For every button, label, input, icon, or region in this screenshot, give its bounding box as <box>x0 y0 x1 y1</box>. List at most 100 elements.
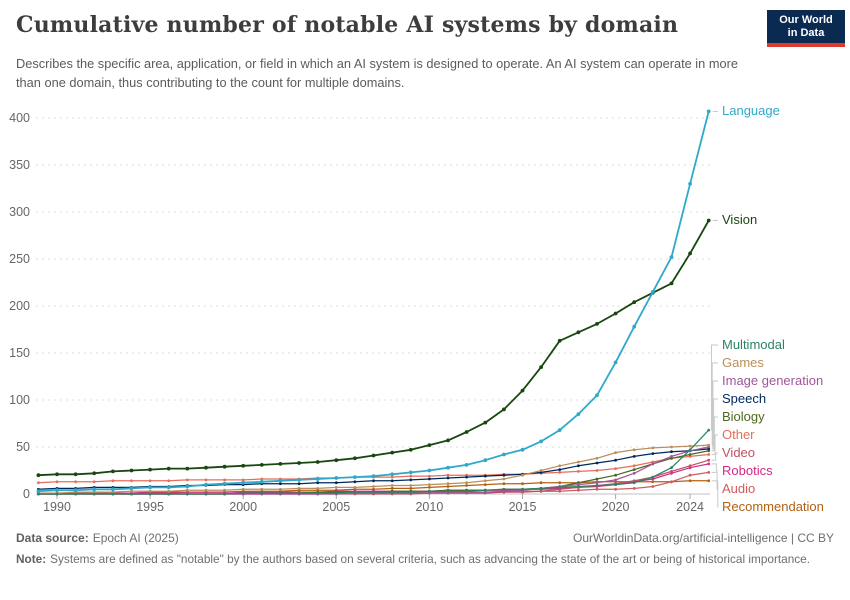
data-point-multimodal <box>37 492 40 496</box>
data-point-other <box>595 469 599 472</box>
data-point-other <box>204 478 208 482</box>
data-point-language <box>315 477 320 481</box>
data-point-vision <box>334 458 339 463</box>
data-point-vision <box>241 463 246 468</box>
data-point-image-generation <box>632 471 636 475</box>
x-tick-label-2015: 2015 <box>508 500 537 514</box>
data-point-games <box>260 487 264 491</box>
legend-item-robotics[interactable]: Robotics <box>722 463 773 478</box>
x-tick-label-2024: 2024 <box>676 500 704 514</box>
data-point-language <box>632 324 637 329</box>
data-point-vision <box>539 365 543 369</box>
data-point-robotics <box>707 462 711 466</box>
data-point-multimodal <box>204 492 208 496</box>
data-point-vision <box>185 466 190 471</box>
data-point-recommendation <box>446 485 450 488</box>
data-point-games <box>372 485 375 488</box>
data-point-audio <box>632 487 636 490</box>
legend-item-language[interactable]: Language <box>722 103 780 119</box>
data-point-biology <box>595 477 599 481</box>
legend-item-speech[interactable]: Speech <box>722 391 767 406</box>
data-point-vision <box>36 473 41 478</box>
data-point-language <box>427 468 432 473</box>
data-point-games <box>241 487 245 491</box>
x-tick-label-1990: 1990 <box>43 500 71 514</box>
series-line-language <box>38 111 710 493</box>
legend-connector-biology <box>711 416 718 452</box>
data-point-language <box>222 481 227 486</box>
data-point-language <box>408 470 413 475</box>
legend-connector-multimodal <box>711 344 718 431</box>
footer-note: Note: Systems are defined as "notable" by… <box>16 551 822 568</box>
data-point-language <box>111 487 115 492</box>
data-point-multimodal <box>428 489 431 493</box>
data-point-audio <box>651 485 655 488</box>
data-point-vision <box>446 438 450 443</box>
data-point-speech <box>428 477 431 481</box>
data-point-multimodal <box>670 466 673 470</box>
data-point-recommendation <box>483 483 487 486</box>
data-point-games <box>353 486 357 489</box>
data-point-games <box>148 489 152 493</box>
data-point-games <box>223 488 227 492</box>
footer-note-text: Systems are defined as "notable" by the … <box>50 552 811 566</box>
legend-item-other[interactable]: Other <box>722 427 755 442</box>
data-point-games <box>521 473 524 477</box>
data-point-multimodal <box>260 491 264 495</box>
data-point-biology <box>632 468 636 471</box>
legend-item-video[interactable]: Video <box>722 445 756 460</box>
data-point-games <box>707 443 711 447</box>
data-point-vision <box>427 443 432 447</box>
legend-item-audio[interactable]: Audio <box>722 481 756 496</box>
x-tick-label-2020: 2020 <box>601 500 630 514</box>
data-point-recommendation <box>707 479 711 483</box>
footer-citation-link[interactable]: OurWorldinData.org/artificial-intelligen… <box>573 531 834 545</box>
data-point-multimodal <box>223 492 227 496</box>
legend-item-games[interactable]: Games <box>722 355 764 370</box>
data-point-audio <box>595 487 599 491</box>
data-point-games <box>390 484 394 487</box>
chart-subtitle: Describes the specific area, application… <box>16 56 738 91</box>
data-point-language <box>576 412 581 416</box>
data-point-speech <box>353 480 357 484</box>
data-point-language <box>204 482 208 487</box>
x-tick-label-1995: 1995 <box>136 500 164 514</box>
data-point-speech <box>558 468 562 471</box>
y-tick-label-200: 200 <box>9 298 30 313</box>
legend-item-multimodal[interactable]: Multimodal <box>722 337 785 352</box>
y-tick-label-0: 0 <box>23 486 30 501</box>
data-point-multimodal <box>651 475 655 479</box>
x-tick-label-2005: 2005 <box>322 500 351 514</box>
data-point-vision <box>390 450 395 455</box>
data-point-language <box>669 255 674 259</box>
data-point-multimodal <box>707 428 711 432</box>
data-point-games <box>428 483 431 486</box>
y-tick-label-400: 400 <box>9 110 30 125</box>
data-point-recommendation <box>651 480 655 484</box>
data-point-language <box>73 488 78 493</box>
data-point-video <box>539 489 543 493</box>
data-point-games <box>316 487 320 490</box>
legend-item-vision[interactable]: Vision <box>722 212 758 228</box>
legend-connector-robotics <box>711 463 718 472</box>
data-point-speech <box>614 458 617 462</box>
data-point-vision <box>315 460 320 464</box>
data-point-games <box>632 448 636 452</box>
data-point-audio <box>577 488 580 492</box>
data-point-other <box>260 477 264 481</box>
series-line-multimodal <box>38 429 710 495</box>
data-point-multimodal <box>279 491 282 495</box>
data-point-recommendation <box>539 481 543 485</box>
legend-item-biology[interactable]: Biology <box>722 409 765 424</box>
data-point-multimodal <box>577 485 580 488</box>
data-point-games <box>539 469 543 472</box>
owid-logo-line2: in Data <box>787 27 825 39</box>
owid-logo[interactable]: Our World in Data <box>767 10 845 47</box>
legend-item-image-generation[interactable]: Image generation <box>722 373 824 388</box>
data-point-games <box>670 445 673 449</box>
data-point-games <box>297 487 301 490</box>
data-point-language <box>446 465 450 470</box>
legend-connector-other <box>711 434 718 456</box>
y-tick-label-150: 150 <box>9 345 30 360</box>
legend-item-recommendation[interactable]: Recommendation <box>722 499 824 514</box>
